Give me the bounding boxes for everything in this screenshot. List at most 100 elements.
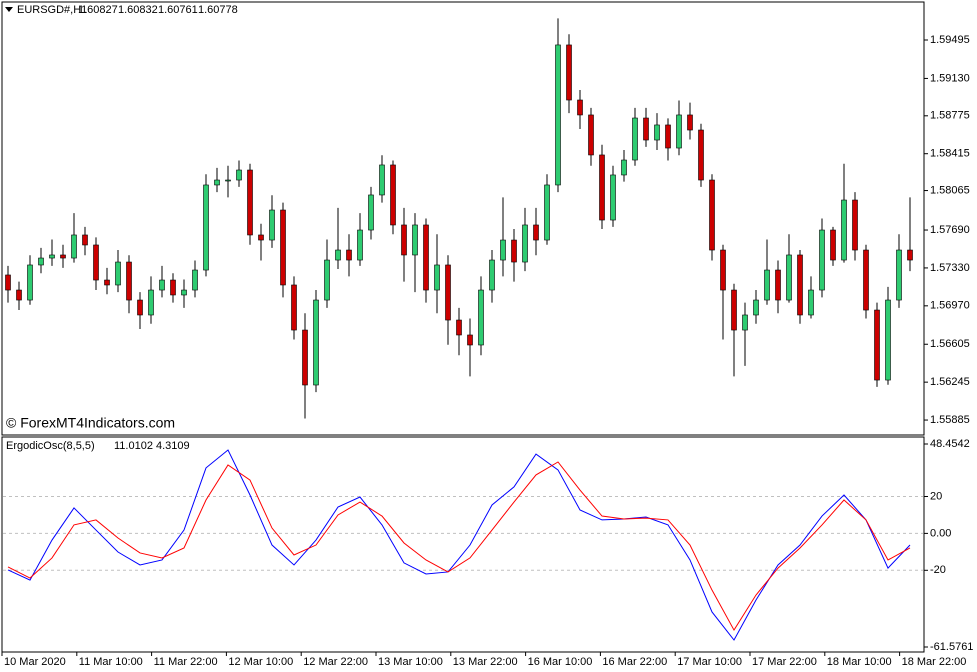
candle-body <box>566 44 572 101</box>
candle-body <box>104 279 110 286</box>
candle-body <box>808 289 814 316</box>
y-tick-label: 1.58415 <box>930 148 970 160</box>
y-tick-label: 1.55885 <box>930 414 970 426</box>
candle-body <box>830 229 836 261</box>
y-tick-label: 1.59495 <box>930 34 970 46</box>
candle-body <box>423 224 429 291</box>
candle-body <box>170 279 176 296</box>
candle-body <box>610 174 616 221</box>
candle-body <box>511 239 517 263</box>
x-tick-label: 18 Mar 10:00 <box>827 656 892 668</box>
y-tick-label: 1.58065 <box>930 184 970 196</box>
candle-body <box>82 234 88 246</box>
oscillator-panel <box>1 436 925 653</box>
candle-body <box>346 249 352 261</box>
candle-body <box>445 264 451 321</box>
osc-line <box>7 449 911 641</box>
symbol-title: EURSGD#,H1 <box>17 4 87 16</box>
candle-body <box>621 159 627 176</box>
candle-body <box>214 179 220 186</box>
y-tick-label: 1.57330 <box>930 262 970 274</box>
candle-body <box>49 254 55 259</box>
price-panel <box>1 1 925 436</box>
candle-body <box>401 224 407 256</box>
candle-body <box>313 299 319 386</box>
candle-body <box>38 257 44 266</box>
candle-body <box>720 249 726 291</box>
candle-body <box>368 194 374 231</box>
candle-body <box>874 309 880 381</box>
candle-body <box>126 261 132 301</box>
candle-body <box>247 169 253 236</box>
y-tick-label: -20 <box>930 564 946 576</box>
y-tick-label: 1.57690 <box>930 224 970 236</box>
x-tick-label: 17 Mar 10:00 <box>677 656 742 668</box>
x-tick-label: 13 Mar 10:00 <box>378 656 443 668</box>
candle-body <box>478 289 484 346</box>
y-tick-label: 1.58775 <box>930 110 970 122</box>
title-value: 1.60778 <box>198 4 238 16</box>
x-tick-label: 16 Mar 22:00 <box>602 656 667 668</box>
candle-body <box>16 289 22 301</box>
candle-body <box>907 249 913 261</box>
candle-body <box>533 224 539 241</box>
title-value: 1.60761 <box>158 4 198 16</box>
x-tick-label: 12 Mar 22:00 <box>303 656 368 668</box>
title-value: 4.3109 <box>156 440 190 452</box>
candle-body <box>60 254 66 259</box>
candle-body <box>467 334 473 346</box>
candle-body <box>841 199 847 261</box>
candle-body <box>764 269 770 301</box>
candle-body <box>489 259 495 291</box>
candle-body <box>137 299 143 316</box>
candle-body <box>819 229 825 291</box>
candle-body <box>225 179 231 182</box>
watermark: © ForexMT4Indicators.com <box>6 415 175 431</box>
candle-body <box>742 314 748 331</box>
candle-body <box>786 254 792 301</box>
x-tick-label: 10 Mar 2020 <box>4 656 66 668</box>
y-tick-label: 1.56245 <box>930 376 970 388</box>
candle-body <box>71 234 77 259</box>
menu-triangle[interactable] <box>5 7 13 12</box>
candle-body <box>522 224 528 263</box>
candle-body <box>588 114 594 156</box>
candle-body <box>885 299 891 381</box>
candle-body <box>665 124 671 149</box>
candle-body <box>379 164 385 196</box>
y-tick-label: 48.4542 <box>930 438 970 450</box>
x-tick-label: 16 Mar 10:00 <box>528 656 593 668</box>
candle-body <box>27 264 33 301</box>
candle-body <box>852 199 858 251</box>
y-tick-label: 1.56970 <box>930 300 970 312</box>
candle-body <box>5 274 11 291</box>
candle-body <box>709 179 715 251</box>
candle-body <box>192 269 198 291</box>
title-value: 1.60832 <box>118 4 158 16</box>
x-tick-label: 13 Mar 22:00 <box>453 656 518 668</box>
candle-body <box>357 229 363 261</box>
candle-body <box>676 114 682 149</box>
candle-body <box>434 264 440 291</box>
candle-body <box>115 261 121 286</box>
candle-body <box>335 249 341 261</box>
candle-body <box>500 239 506 261</box>
candle-body <box>181 289 187 296</box>
candle-body <box>643 117 649 141</box>
y-tick-label: 0.00 <box>930 527 951 539</box>
candle-body <box>148 289 154 316</box>
candle-body <box>258 234 264 241</box>
candle-body <box>291 284 297 331</box>
candle-body <box>797 254 803 316</box>
candle-body <box>731 289 737 331</box>
candle-body <box>577 99 583 116</box>
candle-body <box>698 129 704 181</box>
candle-body <box>863 249 869 311</box>
candle-body <box>896 249 902 301</box>
x-tick-label: 12 Mar 10:00 <box>228 656 293 668</box>
candle-body <box>390 164 396 226</box>
candle-body <box>544 184 550 241</box>
title-value: 1.60827 <box>78 4 118 16</box>
candle-body <box>324 259 330 301</box>
